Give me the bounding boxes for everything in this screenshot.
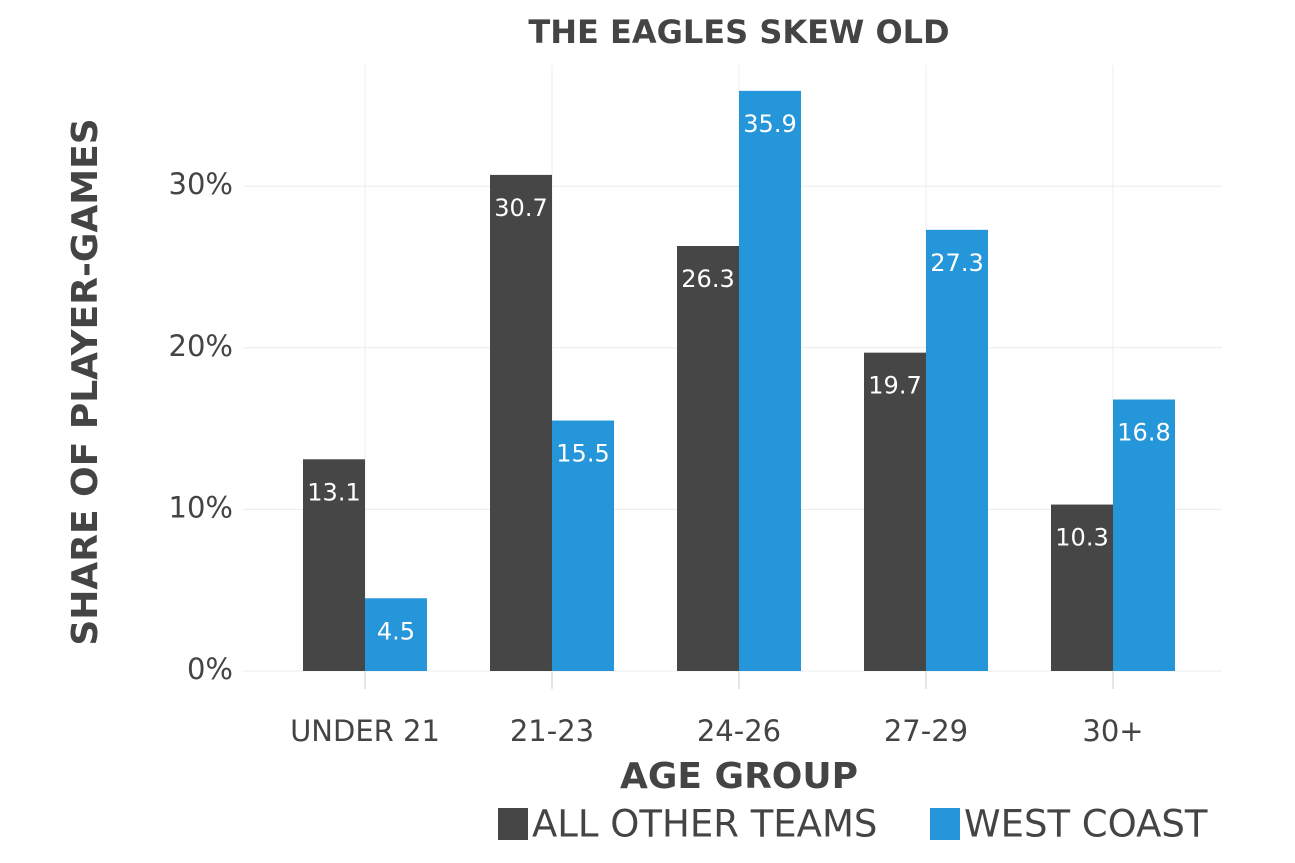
x-tick-label: UNDER 21 bbox=[290, 714, 440, 748]
bar bbox=[739, 90, 801, 671]
data-label: 13.1 bbox=[307, 478, 360, 506]
x-tick-label: 27-29 bbox=[884, 714, 968, 748]
x-tick-label: 30+ bbox=[1082, 714, 1143, 748]
data-label: 26.3 bbox=[681, 265, 734, 293]
data-label: 35.9 bbox=[743, 110, 796, 138]
data-label: 27.3 bbox=[930, 249, 983, 277]
bar bbox=[1051, 504, 1113, 671]
data-label: 10.3 bbox=[1055, 524, 1108, 552]
y-axis-label: SHARE OF PLAYER-GAMES bbox=[65, 118, 106, 645]
data-label: 4.5 bbox=[377, 617, 415, 645]
data-label: 16.8 bbox=[1117, 419, 1170, 447]
y-tick-label: 0% bbox=[187, 652, 233, 686]
legend-swatch bbox=[930, 808, 960, 840]
data-label: 15.5 bbox=[556, 440, 609, 468]
legend-label: WEST COAST bbox=[964, 803, 1208, 846]
legend-label: ALL OTHER TEAMS bbox=[532, 803, 877, 846]
data-label: 19.7 bbox=[868, 372, 921, 400]
data-label: 30.7 bbox=[494, 194, 547, 222]
chart-title: THE EAGLES SKEW OLD bbox=[528, 13, 949, 51]
x-tick-label: 21-23 bbox=[510, 714, 594, 748]
bar bbox=[926, 229, 988, 671]
bar bbox=[552, 420, 614, 671]
bar bbox=[864, 352, 926, 671]
y-tick-label: 20% bbox=[169, 329, 233, 363]
bar bbox=[303, 459, 365, 671]
legend-swatch bbox=[498, 808, 528, 840]
y-tick-label: 10% bbox=[169, 490, 233, 524]
x-axis-label: AGE GROUP bbox=[620, 756, 858, 797]
bar bbox=[677, 245, 739, 671]
y-tick-label: 30% bbox=[169, 167, 233, 201]
x-tick-label: 24-26 bbox=[697, 714, 781, 748]
bar bbox=[365, 598, 427, 671]
bar bbox=[1113, 399, 1175, 671]
bar bbox=[490, 174, 552, 671]
